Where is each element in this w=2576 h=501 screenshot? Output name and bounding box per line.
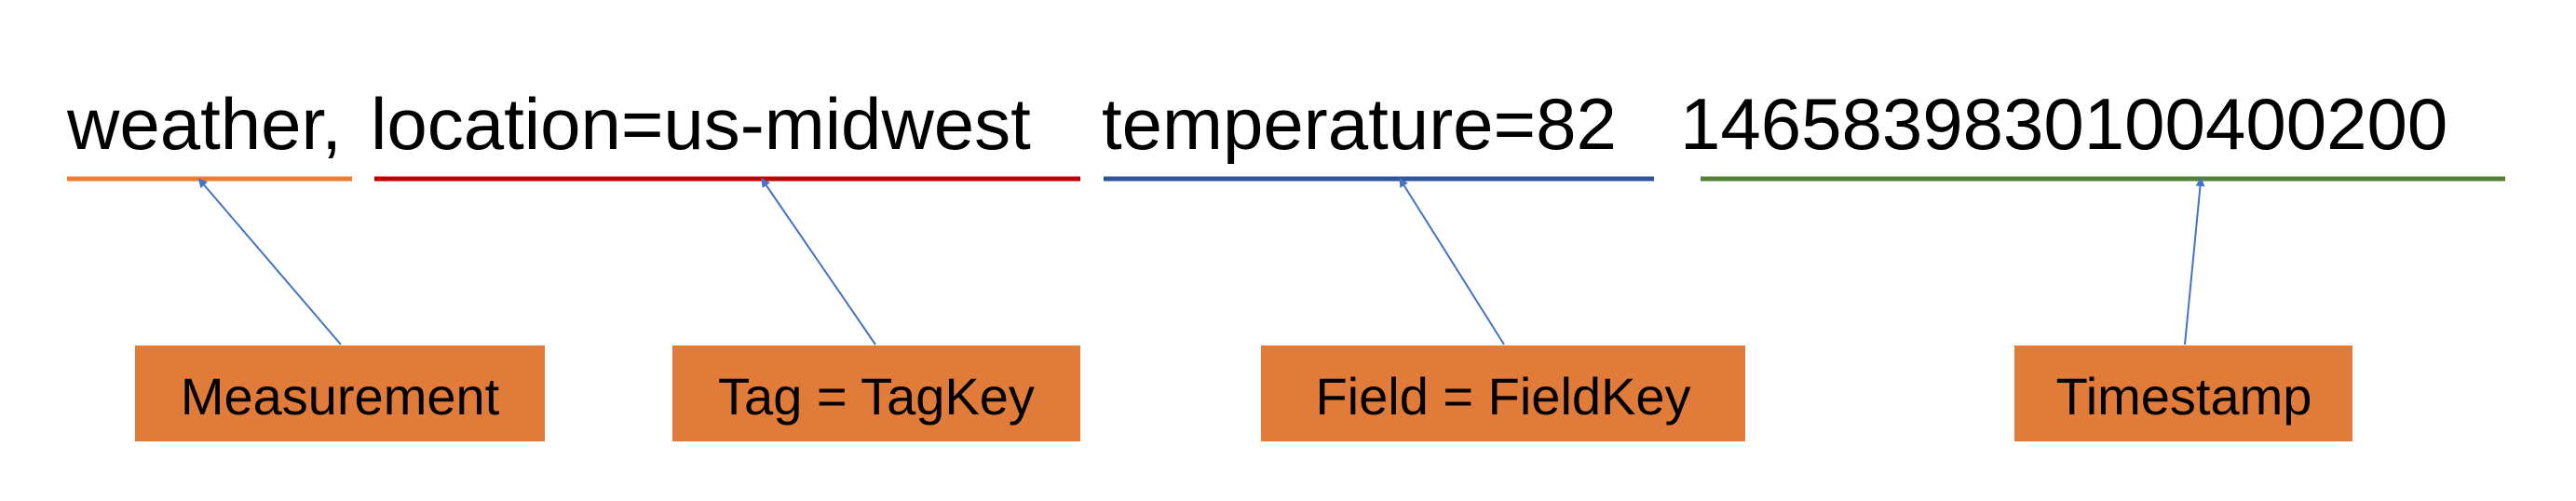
tag-label-box <box>672 345 1080 441</box>
field-label: Field = FieldKey <box>1315 367 1690 426</box>
measurement-label-box <box>135 345 545 441</box>
timestamp-label: Timestamp <box>2056 367 2312 426</box>
tag-label: Tag = TagKey <box>718 367 1035 426</box>
tag-text: location=us-midwest <box>371 83 1031 165</box>
field-arrow <box>1399 177 1505 345</box>
tag-arrow <box>761 177 876 345</box>
field-label-box <box>1261 345 1745 441</box>
timestamp-text: 1465839830100400200 <box>1680 83 2447 165</box>
measurement-arrow <box>197 178 342 345</box>
timestamp-label-box <box>2014 345 2352 441</box>
measurement-label: Measurement <box>181 367 500 426</box>
field-text: temperature=82 <box>1102 83 1617 165</box>
measurement-text: weather, <box>66 83 342 165</box>
timestamp-arrow <box>2184 177 2205 345</box>
